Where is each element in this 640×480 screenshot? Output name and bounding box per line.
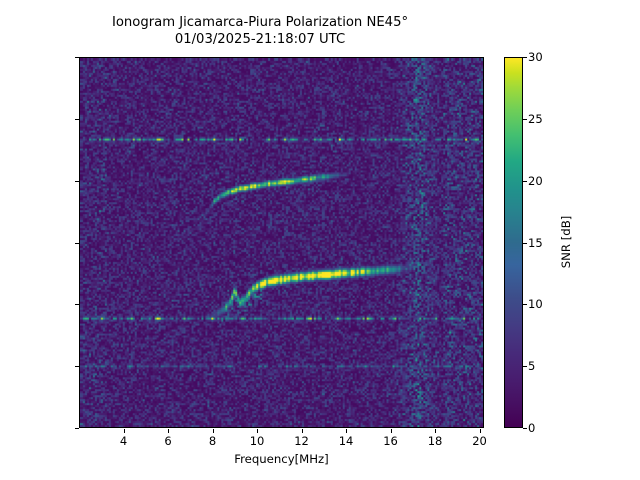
x-tick-mark [168, 429, 169, 433]
colorbar-tick-mark [523, 304, 527, 306]
y-tick-mark [75, 242, 79, 244]
x-axis-label: Frequency[MHz] [234, 452, 329, 466]
x-tick-label: 20 [472, 434, 487, 448]
x-tick-label: 6 [164, 434, 172, 448]
y-tick-mark [75, 366, 79, 368]
colorbar-tick-mark [523, 57, 527, 58]
colorbar-tick-label: 15 [528, 235, 543, 250]
x-tick-label: 18 [427, 434, 443, 448]
x-tick-mark [435, 429, 437, 433]
x-tick-mark [346, 429, 348, 433]
y-tick-mark [75, 180, 79, 182]
x-tick-label: 4 [119, 434, 128, 448]
ionogram-heatmap-canvas [80, 58, 483, 427]
colorbar-tick-label: 5 [528, 359, 536, 374]
x-tick-mark [479, 429, 481, 433]
colorbar-tick-label: 30 [528, 50, 543, 64]
y-tick-mark [75, 118, 79, 120]
colorbar-tick-mark [523, 180, 527, 182]
x-tick-mark [212, 429, 214, 433]
x-tick-mark [390, 429, 392, 433]
colorbar-tick-label: 10 [528, 297, 543, 312]
x-tick-mark [257, 429, 259, 433]
x-tick-label: 12 [294, 434, 309, 448]
figure-title: Ionogram Jicamarca-Piura Polarization NE… [111, 15, 409, 47]
x-tick-mark [301, 429, 303, 433]
colorbar-tick-mark [523, 118, 527, 120]
x-tick-label: 14 [338, 434, 354, 448]
y-tick-mark [75, 304, 79, 306]
x-tick-label: 10 [249, 434, 265, 448]
y-tick-mark [75, 428, 79, 429]
x-tick-label: 8 [208, 434, 217, 448]
colorbar-tick-mark [523, 242, 527, 244]
y-tick-mark [75, 57, 79, 58]
x-tick-label: 16 [383, 434, 398, 448]
x-tick-mark [123, 429, 125, 433]
colorbar-tick-label: 20 [528, 173, 543, 188]
colorbar [504, 57, 523, 428]
ionogram-plot-area [79, 57, 484, 428]
colorbar-tick-mark [523, 428, 527, 429]
colorbar-tick-mark [523, 366, 527, 368]
colorbar-tick-label: 0 [528, 421, 536, 435]
colorbar-tick-label: 25 [528, 111, 543, 126]
